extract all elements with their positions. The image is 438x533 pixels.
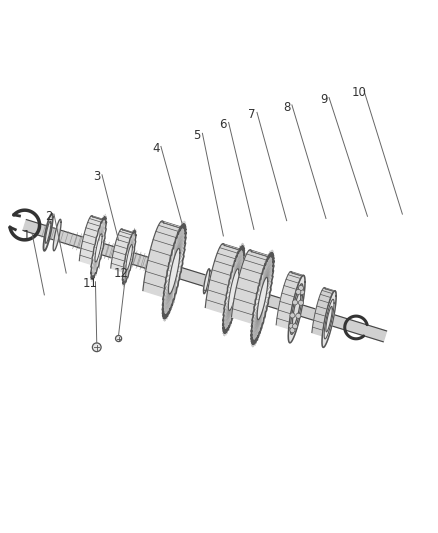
Text: 9: 9 bbox=[320, 93, 328, 106]
Text: 7: 7 bbox=[248, 108, 255, 121]
Polygon shape bbox=[122, 230, 136, 285]
Text: 2: 2 bbox=[45, 210, 53, 223]
Polygon shape bbox=[276, 271, 305, 329]
Polygon shape bbox=[293, 292, 301, 326]
Text: 8: 8 bbox=[283, 101, 290, 114]
Text: 3: 3 bbox=[93, 171, 100, 183]
Text: 11: 11 bbox=[83, 278, 98, 290]
Circle shape bbox=[293, 324, 297, 329]
Circle shape bbox=[299, 289, 304, 295]
Polygon shape bbox=[111, 229, 135, 272]
Polygon shape bbox=[204, 269, 224, 294]
Circle shape bbox=[290, 328, 295, 333]
Polygon shape bbox=[162, 224, 186, 319]
Text: 4: 4 bbox=[152, 142, 159, 155]
Polygon shape bbox=[322, 291, 336, 348]
Polygon shape bbox=[205, 244, 243, 313]
Polygon shape bbox=[312, 288, 336, 336]
Text: 6: 6 bbox=[219, 118, 227, 131]
Circle shape bbox=[290, 313, 295, 318]
Text: 10: 10 bbox=[351, 86, 366, 99]
Polygon shape bbox=[204, 269, 210, 294]
Polygon shape bbox=[218, 273, 224, 298]
Circle shape bbox=[116, 335, 122, 342]
Circle shape bbox=[296, 313, 301, 318]
Text: 5: 5 bbox=[194, 129, 201, 142]
Text: 12: 12 bbox=[113, 268, 128, 280]
Circle shape bbox=[289, 324, 294, 328]
Polygon shape bbox=[232, 250, 272, 324]
Polygon shape bbox=[91, 216, 106, 279]
Polygon shape bbox=[324, 300, 334, 339]
Text: 1: 1 bbox=[23, 229, 31, 243]
Polygon shape bbox=[79, 216, 105, 264]
Polygon shape bbox=[143, 221, 184, 297]
Polygon shape bbox=[288, 276, 305, 343]
Circle shape bbox=[92, 343, 101, 352]
Polygon shape bbox=[290, 284, 303, 334]
Circle shape bbox=[298, 286, 304, 290]
Circle shape bbox=[296, 289, 301, 294]
Polygon shape bbox=[43, 214, 53, 251]
Circle shape bbox=[298, 300, 304, 305]
Polygon shape bbox=[23, 220, 387, 342]
Polygon shape bbox=[223, 246, 244, 333]
Polygon shape bbox=[53, 219, 61, 251]
Polygon shape bbox=[251, 253, 274, 344]
Circle shape bbox=[293, 300, 297, 305]
